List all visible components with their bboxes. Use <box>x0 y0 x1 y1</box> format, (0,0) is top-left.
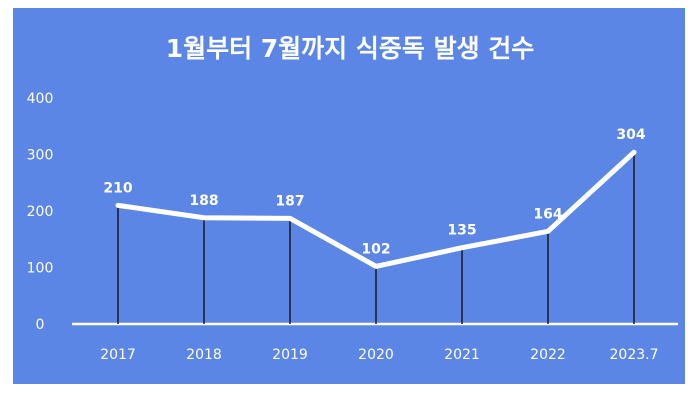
chart-title: 1월부터 7월까지 식중독 발생 건수 <box>166 34 535 63</box>
y-tick-label: 0 <box>36 317 45 333</box>
data-label: 187 <box>275 193 304 209</box>
data-label: 102 <box>361 241 390 257</box>
series-line <box>115 149 637 269</box>
data-label: 164 <box>533 206 562 222</box>
x-tick-label: 2020 <box>358 347 394 363</box>
y-tick-label: 300 <box>27 148 54 164</box>
data-label: 210 <box>103 180 132 196</box>
x-tick-label: 2018 <box>186 347 222 363</box>
chart-card <box>13 8 685 384</box>
x-axis-ticks: 2017 2018 2019 2020 2021 2022 2023.7 <box>100 347 658 363</box>
y-tick-label: 100 <box>27 261 54 277</box>
x-tick-label: 2021 <box>444 347 480 363</box>
x-tick-label: 2017 <box>100 347 136 363</box>
data-label: 188 <box>189 193 218 209</box>
y-tick-label: 200 <box>27 204 54 220</box>
x-tick-label: 2022 <box>530 347 566 363</box>
y-axis-ticks: 0 100 200 300 400 <box>27 91 54 333</box>
data-label: 135 <box>447 223 476 239</box>
x-tick-label: 2023.7 <box>610 347 659 363</box>
drop-lines <box>117 152 635 324</box>
y-tick-label: 400 <box>27 91 54 107</box>
data-label: 304 <box>616 127 645 143</box>
x-tick-label: 2019 <box>272 347 308 363</box>
data-labels: 210 188 187 102 135 164 304 <box>103 127 645 257</box>
